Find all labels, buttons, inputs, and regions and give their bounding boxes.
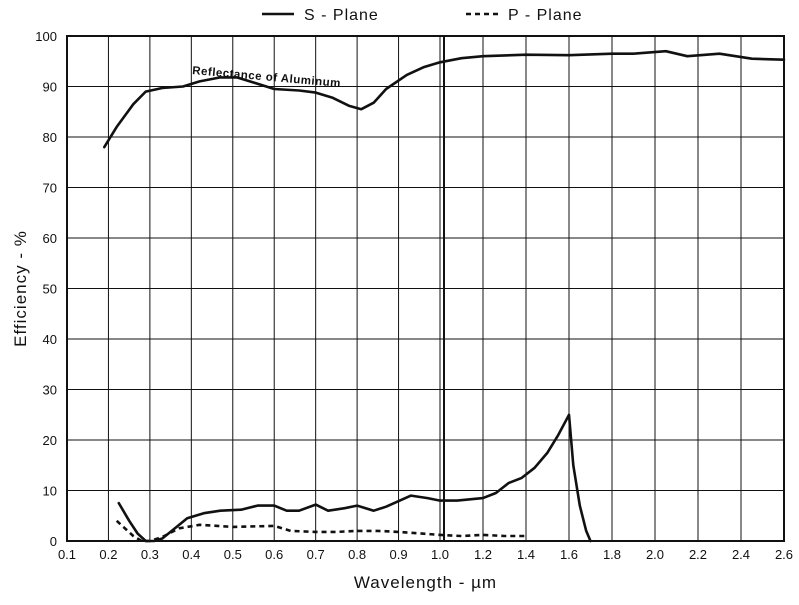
x-tick-label: 1.6 xyxy=(560,547,578,562)
x-tick-label: 1.8 xyxy=(603,547,621,562)
x-tick-label: 0.3 xyxy=(141,547,159,562)
x-tick-label: 0.6 xyxy=(265,547,283,562)
y-tick-label: 50 xyxy=(43,282,57,297)
y-tick-label: 90 xyxy=(43,80,57,95)
x-tick-label: 2.6 xyxy=(775,547,793,562)
y-tick-label: 20 xyxy=(43,433,57,448)
y-tick-label: 60 xyxy=(43,231,57,246)
x-tick-label: 1.0 xyxy=(431,547,449,562)
series-line-reflectance-of-aluminum xyxy=(103,49,786,149)
y-axis-title: Efficiency - % xyxy=(11,230,30,347)
series-line-s-plane xyxy=(117,413,592,543)
y-tick-label: 80 xyxy=(43,130,57,145)
x-tick-label: 0.2 xyxy=(99,547,117,562)
x-tick-label: 1.4 xyxy=(517,547,535,562)
series-line-p-plane xyxy=(115,519,526,543)
y-tick-label: 0 xyxy=(50,534,57,549)
x-tick-label: 0.4 xyxy=(182,547,200,562)
x-tick-label: 0.8 xyxy=(348,547,366,562)
x-tick-label: 2.2 xyxy=(689,547,707,562)
x-tick-label: 2.4 xyxy=(732,547,750,562)
legend-label: P - Plane xyxy=(508,7,583,24)
y-tick-label: 40 xyxy=(43,332,57,347)
x-tick-label: 0.9 xyxy=(390,547,408,562)
x-tick-label: 0.1 xyxy=(58,547,76,562)
y-tick-label: 30 xyxy=(43,383,57,398)
grid xyxy=(66,35,785,542)
y-tick-label: 70 xyxy=(43,181,57,196)
y-tick-label: 10 xyxy=(43,484,57,499)
tick-labels: 0.1 0.2 0.3 0.4 0.5 0.6 0.7 0.8 0.9 1.0 1.2 1.4 1.6 1… xyxy=(35,29,793,562)
x-tick-label: 0.5 xyxy=(224,547,242,562)
x-tick-label: 0.7 xyxy=(307,547,325,562)
plot-frame xyxy=(66,35,785,542)
x-tick-label: 1.2 xyxy=(474,547,492,562)
x-tick-label: 2.0 xyxy=(646,547,664,562)
y-tick-label: 100 xyxy=(35,29,57,44)
x-axis-title: Wavelength - µm xyxy=(354,573,497,592)
legend-label: S - Plane xyxy=(304,7,379,24)
legend: S - Plane P - Plane xyxy=(262,7,583,24)
